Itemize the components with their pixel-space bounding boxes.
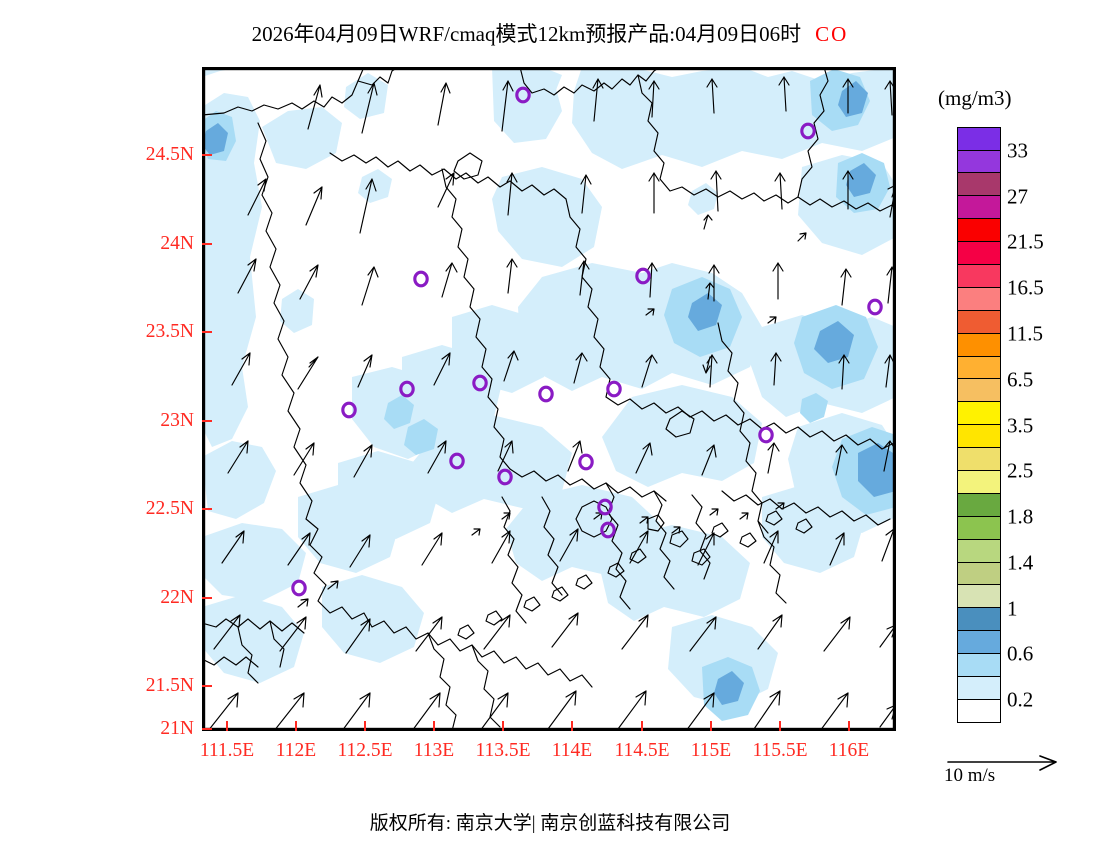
colorbar-tick-8: 1.8	[1007, 504, 1034, 529]
colorbar-band-7	[957, 286, 1001, 312]
wind-scale-label: 10 m/s	[944, 765, 996, 786]
x-axis-label-6: 114.5E	[614, 740, 670, 761]
colorbar-band-23	[957, 653, 1001, 678]
colorbar[interactable]: 33 27 21.5 16.5 11.5 6.5 3.5 2.5 1.8 1.4 1 0.6 0.2	[957, 126, 1044, 723]
colorbar-band-8	[957, 309, 1001, 334]
wind-vectors	[207, 76, 896, 731]
colorbar-tick-12: 0.2	[1007, 687, 1034, 712]
x-axis-label-9: 116E	[828, 740, 870, 761]
colorbar-band-13	[957, 424, 1001, 449]
colorbar-band-12	[957, 401, 1001, 426]
colorbar-band-6	[957, 264, 1001, 289]
map-plot	[202, 67, 896, 731]
y-axis-label-4: 22.5N	[145, 498, 194, 519]
colorbar-tick-6: 3.5	[1007, 413, 1034, 437]
x-axis-label-1: 112E	[275, 740, 317, 761]
x-axis-label-4: 113.5E	[475, 740, 531, 761]
colorbar-band-24	[957, 675, 1001, 701]
colorbar-tick-5: 6.5	[1007, 367, 1034, 392]
colorbar-band-15	[957, 469, 1001, 495]
colorbar-band-17	[957, 515, 1001, 540]
colorbar-band-5	[957, 241, 1001, 266]
colorbar-band-11	[957, 378, 1001, 403]
map-panel[interactable]	[202, 67, 896, 731]
map-boundaries	[202, 67, 896, 731]
colorbar-band-20	[957, 584, 1001, 609]
x-axis-label-2: 112.5E	[337, 740, 393, 761]
colorbar-band-10	[957, 355, 1001, 380]
title-text: 2026年04月09日WRF/cmaq模式12km预报产品:04月09日06时	[251, 22, 802, 46]
colorbar-band-16	[957, 492, 1001, 518]
x-axis-label-5: 114E	[551, 740, 593, 761]
y-axis-label-2: 23.5N	[145, 321, 194, 342]
figure-title: 2026年04月09日WRF/cmaq模式12km预报产品:04月09日06时 C…	[0, 18, 1100, 48]
colorbar-tick-4: 11.5	[1007, 321, 1043, 346]
colorbar-unit: (mg/m3)	[938, 86, 1012, 110]
colorbar-tick-3: 16.5	[1007, 275, 1044, 300]
x-axis-label-3: 113E	[413, 740, 455, 761]
plot-frame	[202, 67, 896, 731]
colorbar-tick-9: 1.4	[1007, 550, 1034, 575]
colorbar-band-3	[957, 195, 1001, 220]
x-axis-label-8: 115.5E	[752, 740, 808, 761]
y-axis-label-7: 21N	[160, 718, 194, 739]
station-markers[interactable]	[291, 86, 883, 597]
axis-ticks	[202, 154, 850, 731]
copyright-footer: 版权所有: 南京大学| 南京创蓝科技有限公司	[369, 813, 731, 834]
colorbar-band-19	[957, 561, 1001, 586]
contour-fill-level-1p0	[202, 81, 896, 705]
wind-scale-key	[947, 755, 1057, 771]
colorbar-tick-1: 27	[1007, 184, 1028, 209]
colorbar-band-4	[957, 218, 1001, 243]
y-axis-label-6: 21.5N	[145, 675, 194, 696]
colorbar-band-9	[957, 332, 1001, 357]
colorbar-tick-7: 2.5	[1007, 458, 1034, 483]
colorbar-band-21	[957, 607, 1001, 632]
colorbar-band-14	[957, 447, 1001, 472]
colorbar-band-0	[957, 126, 1001, 151]
y-axis-label-0: 24.5N	[145, 144, 194, 165]
colorbar-band-25	[957, 698, 1001, 723]
title-species: CO	[815, 22, 849, 46]
x-axis-label-0: 111.5E	[199, 740, 255, 761]
y-axis-label-5: 22N	[160, 587, 194, 608]
colorbar-tick-2: 21.5	[1007, 229, 1044, 254]
y-axis-label-3: 23N	[160, 410, 194, 431]
colorbar-band-22	[957, 630, 1001, 655]
colorbar-band-18	[957, 538, 1001, 563]
x-axis-label-7: 115E	[690, 740, 732, 761]
y-axis-label-1: 24N	[160, 233, 194, 254]
colorbar-band-1	[957, 149, 1001, 174]
colorbar-tick-10: 1	[1007, 596, 1018, 621]
wind-arrow-icon	[947, 755, 1057, 771]
colorbar-band-2	[957, 172, 1001, 197]
colorbar-tick-0: 33	[1007, 138, 1028, 163]
colorbar-tick-11: 0.6	[1007, 641, 1034, 666]
